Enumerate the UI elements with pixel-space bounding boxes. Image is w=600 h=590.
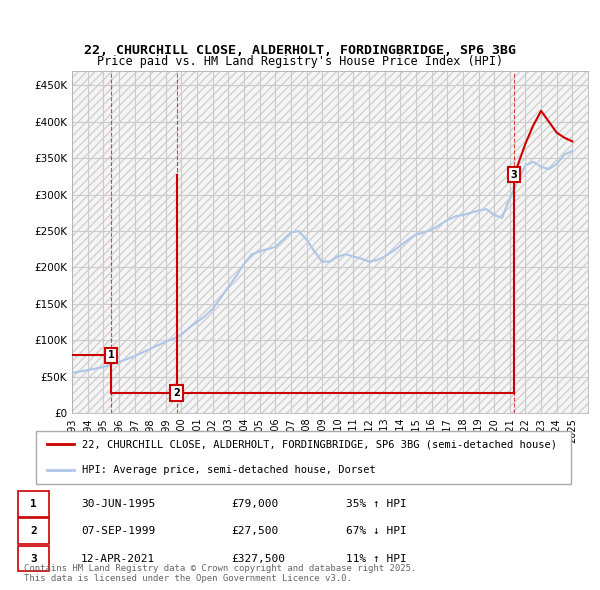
Text: £79,000: £79,000 <box>231 499 278 509</box>
Text: Contains HM Land Registry data © Crown copyright and database right 2025.
This d: Contains HM Land Registry data © Crown c… <box>24 563 416 583</box>
Text: 30-JUN-1995: 30-JUN-1995 <box>81 499 155 509</box>
Text: 3: 3 <box>30 553 37 563</box>
Text: 2: 2 <box>30 526 37 536</box>
Text: 22, CHURCHILL CLOSE, ALDERHOLT, FORDINGBRIDGE, SP6 3BG: 22, CHURCHILL CLOSE, ALDERHOLT, FORDINGB… <box>84 44 516 57</box>
Text: £327,500: £327,500 <box>231 553 285 563</box>
FancyBboxPatch shape <box>18 491 49 517</box>
Text: 2: 2 <box>173 388 180 398</box>
Text: HPI: Average price, semi-detached house, Dorset: HPI: Average price, semi-detached house,… <box>82 466 376 475</box>
Text: 67% ↓ HPI: 67% ↓ HPI <box>346 526 407 536</box>
Text: 1: 1 <box>108 350 115 360</box>
Text: 1: 1 <box>30 499 37 509</box>
FancyBboxPatch shape <box>18 519 49 544</box>
FancyBboxPatch shape <box>35 431 571 484</box>
Text: 22, CHURCHILL CLOSE, ALDERHOLT, FORDINGBRIDGE, SP6 3BG (semi-detached house): 22, CHURCHILL CLOSE, ALDERHOLT, FORDINGB… <box>82 440 557 449</box>
Text: 07-SEP-1999: 07-SEP-1999 <box>81 526 155 536</box>
FancyBboxPatch shape <box>18 546 49 572</box>
Text: 11% ↑ HPI: 11% ↑ HPI <box>346 553 407 563</box>
Text: 3: 3 <box>511 169 518 179</box>
Text: 12-APR-2021: 12-APR-2021 <box>81 553 155 563</box>
Text: £27,500: £27,500 <box>231 526 278 536</box>
Text: 35% ↑ HPI: 35% ↑ HPI <box>346 499 407 509</box>
Text: Price paid vs. HM Land Registry's House Price Index (HPI): Price paid vs. HM Land Registry's House … <box>97 55 503 68</box>
